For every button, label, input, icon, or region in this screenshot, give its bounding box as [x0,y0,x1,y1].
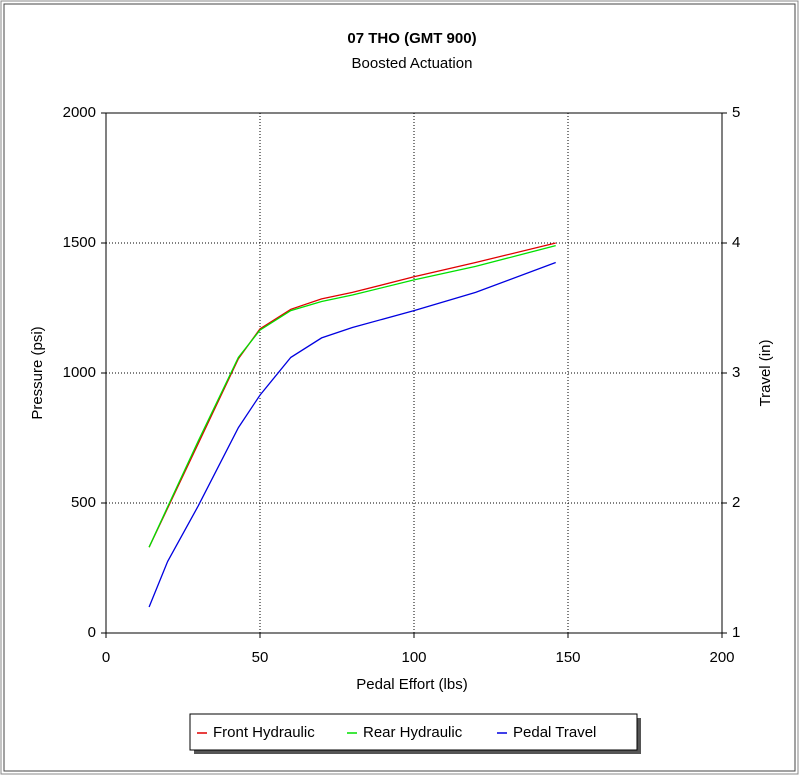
legend-label: Rear Hydraulic [363,724,463,741]
y2-tick-label: 2 [732,494,740,511]
x-tick-label: 50 [252,649,269,666]
y-axis-label: Pressure (psi) [29,326,46,419]
x-tick-label: 150 [555,649,580,666]
inner-frame [3,3,796,772]
chart-subtitle: Boosted Actuation [352,55,473,72]
x-tick-label: 0 [102,649,110,666]
series-line [148,244,556,548]
series-line [148,261,556,608]
y-tick-label: 2000 [63,104,96,121]
x-axis-label: Pedal Effort (lbs) [356,676,467,693]
y-tick-label: 1500 [63,234,96,251]
y-tick-label: 1000 [63,364,96,381]
plot-border [105,112,723,634]
legend-label: Front Hydraulic [213,724,315,741]
chart-title: 07 THO (GMT 900) [347,30,476,47]
y2-axis-label: Travel (in) [757,340,774,407]
y-tick-label: 0 [88,624,96,641]
y2-tick-label: 3 [732,364,740,381]
y2-tick-label: 1 [732,624,740,641]
y2-tick-label: 5 [732,104,740,121]
x-tick-label: 100 [401,649,426,666]
legend-label: Pedal Travel [513,724,596,741]
series-line [148,242,556,548]
legend-box [189,713,638,751]
y2-tick-label: 4 [732,234,740,251]
x-tick-label: 200 [709,649,734,666]
y-tick-label: 500 [71,494,96,511]
